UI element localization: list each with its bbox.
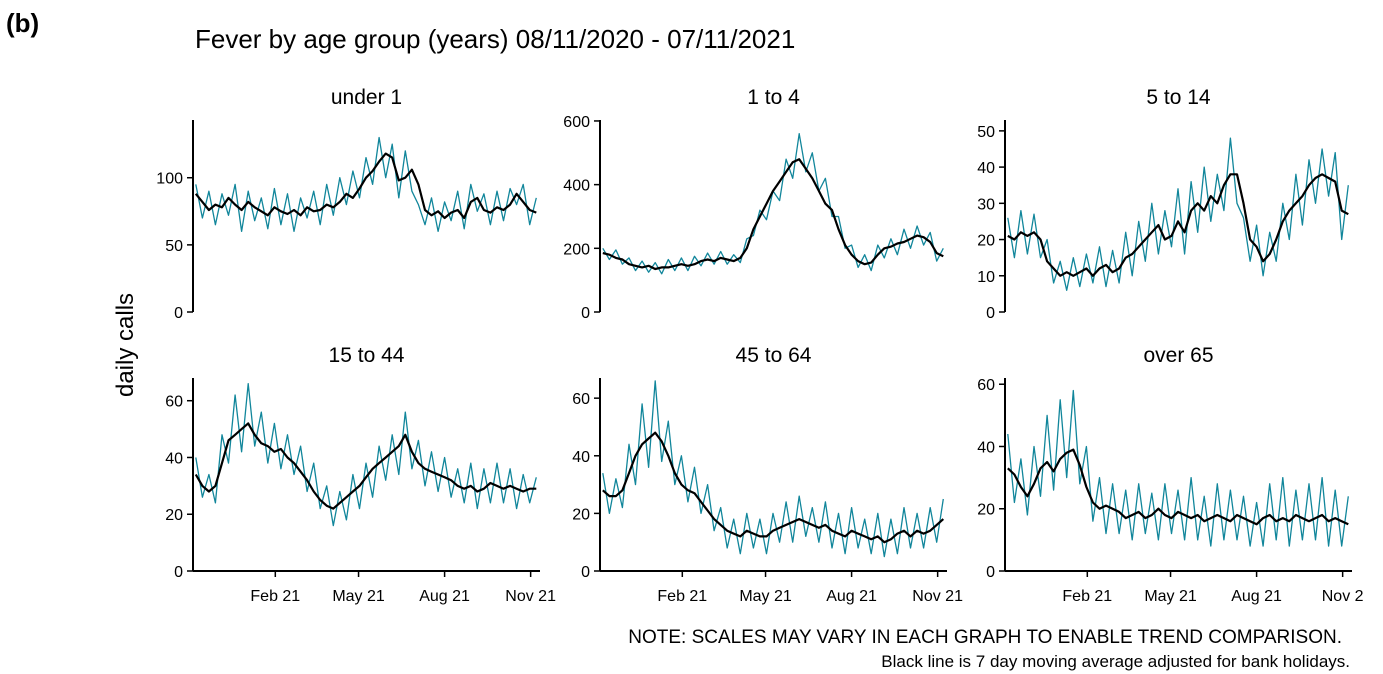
y-tick-label: 20 bbox=[165, 507, 183, 524]
daily-line bbox=[195, 136, 537, 233]
average-line bbox=[194, 152, 537, 220]
y-tick-label: 0 bbox=[581, 564, 590, 581]
y-tick-label: 0 bbox=[986, 305, 995, 322]
y-tick-label: 40 bbox=[572, 449, 590, 466]
y-tick-label: 10 bbox=[977, 269, 995, 286]
daily-line bbox=[602, 133, 944, 275]
panel-title: under 1 bbox=[331, 86, 402, 109]
average-line bbox=[602, 158, 944, 271]
average-line bbox=[194, 422, 537, 510]
y-tick-label: 60 bbox=[572, 391, 590, 408]
y-tick-label: 60 bbox=[977, 377, 995, 394]
x-tick-label: Aug 21 bbox=[1231, 588, 1282, 605]
panel-label: (b) bbox=[6, 8, 39, 38]
y-tick-label: 200 bbox=[563, 241, 590, 258]
daily-line bbox=[602, 380, 944, 558]
x-tick-label: May 21 bbox=[332, 588, 385, 605]
panel-title: 15 to 44 bbox=[329, 344, 405, 367]
y-tick-label: 600 bbox=[563, 114, 590, 131]
note: NOTE: SCALES MAY VARY IN EACH GRAPH TO E… bbox=[628, 627, 1342, 648]
panel-title: 1 to 4 bbox=[747, 86, 800, 109]
y-tick-label: 400 bbox=[563, 178, 590, 195]
y-tick-label: 0 bbox=[581, 305, 590, 322]
x-tick-label: Nov 21 bbox=[505, 588, 556, 605]
y-tick-label: 40 bbox=[977, 439, 995, 456]
y-tick-label: 0 bbox=[986, 564, 995, 581]
panel-title: 5 to 14 bbox=[1146, 86, 1211, 109]
daily-line bbox=[195, 383, 537, 527]
x-tick-label: Feb 21 bbox=[250, 588, 300, 605]
panel-title: over 65 bbox=[1143, 344, 1213, 367]
daily-line bbox=[1007, 389, 1349, 547]
x-tick-label: Nov 21 bbox=[912, 588, 963, 605]
x-tick-label: May 21 bbox=[1144, 588, 1197, 605]
average-line bbox=[602, 431, 945, 544]
y-tick-label: 30 bbox=[977, 196, 995, 213]
y-tick-label: 0 bbox=[174, 305, 183, 322]
x-tick-label: Nov 2 bbox=[1322, 588, 1364, 605]
y-tick-label: 50 bbox=[977, 124, 995, 141]
y-tick-label: 40 bbox=[977, 160, 995, 177]
x-tick-label: Feb 21 bbox=[1062, 588, 1112, 605]
panel-title: 45 to 64 bbox=[736, 344, 812, 367]
y-tick-label: 20 bbox=[572, 506, 590, 523]
y-axis-label: daily calls bbox=[112, 293, 139, 397]
daily-line bbox=[1007, 137, 1349, 291]
x-tick-label: Aug 21 bbox=[419, 588, 470, 605]
y-tick-label: 50 bbox=[165, 238, 183, 255]
y-tick-label: 20 bbox=[977, 233, 995, 250]
y-tick-label: 100 bbox=[156, 171, 183, 188]
y-tick-label: 20 bbox=[977, 502, 995, 519]
y-tick-label: 40 bbox=[165, 450, 183, 467]
x-tick-label: Feb 21 bbox=[657, 588, 707, 605]
y-tick-label: 60 bbox=[165, 394, 183, 411]
x-tick-label: Aug 21 bbox=[826, 588, 877, 605]
average-line bbox=[1007, 448, 1349, 526]
average-line bbox=[1007, 173, 1349, 277]
x-tick-label: May 21 bbox=[739, 588, 792, 605]
y-tick-label: 0 bbox=[174, 564, 183, 581]
footnote: Black line is 7 day moving average adjus… bbox=[881, 652, 1350, 671]
chart-title: Fever by age group (years) 08/11/2020 - … bbox=[195, 24, 795, 54]
